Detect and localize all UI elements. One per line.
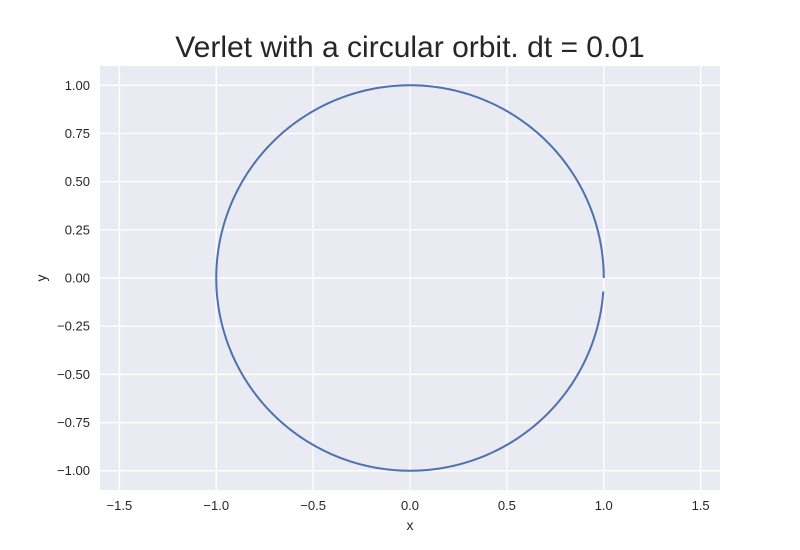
y-tick-label: 0.25 [65,222,90,237]
y-axis-label: y [33,275,49,282]
x-tick-label: 1.5 [692,498,710,513]
x-tick-label: 0.5 [498,498,516,513]
y-tick-label: −0.50 [57,367,90,382]
y-tick-label: −1.00 [57,463,90,478]
y-tick-label: −0.25 [57,319,90,334]
x-tick-label: −1.0 [203,498,229,513]
x-tick-label: −1.5 [107,498,133,513]
x-tick-labels: −1.5 −1.0 −0.5 0.0 0.5 1.0 1.5 [107,498,710,513]
orbit-line [215,84,605,472]
x-tick-label: 0.0 [401,498,419,513]
x-tick-label: −0.5 [300,498,326,513]
x-tick-label: 1.0 [595,498,613,513]
y-tick-label: 1.00 [65,78,90,93]
y-tick-labels: 1.00 0.75 0.50 0.25 0.00 −0.25 −0.50 −0.75 −1.00 [57,78,90,478]
y-tick-label: 0.50 [65,174,90,189]
chart-title: Verlet with a circular orbit. dt = 0.01 [175,31,644,64]
series-layer [215,84,605,472]
y-tick-label: −0.75 [57,415,90,430]
y-tick-label: 0.00 [65,271,90,286]
y-gridlines [100,84,720,472]
y-tick-label: 0.75 [65,126,90,141]
x-axis-label: x [407,517,414,533]
